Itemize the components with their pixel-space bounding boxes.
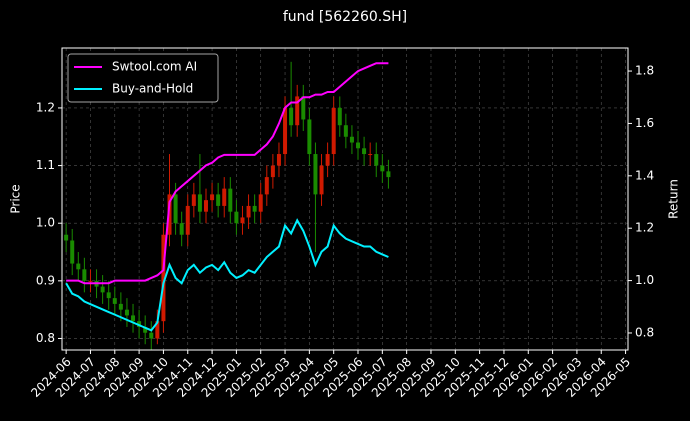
y2-tick-label: 1.0 <box>635 273 654 287</box>
candle-body <box>173 194 178 224</box>
candle-body <box>307 119 312 155</box>
candle-body <box>343 125 348 137</box>
candle-body <box>70 240 75 264</box>
candle-body <box>362 148 367 155</box>
candle-body <box>380 165 385 172</box>
candle-body <box>270 165 275 178</box>
chart-title: fund [562260.SH] <box>283 9 407 25</box>
candle-body <box>161 234 166 322</box>
candle-body <box>246 205 251 218</box>
candle-body <box>131 315 136 322</box>
candle-body <box>234 211 239 224</box>
candle-body <box>331 107 336 155</box>
candle-body <box>337 107 342 126</box>
candle-body <box>374 154 379 166</box>
candle-body <box>325 154 330 166</box>
candle-body <box>155 321 160 339</box>
candle-body <box>185 205 190 235</box>
y2-axis-label: Return <box>667 179 681 219</box>
y2-tick-label: 1.2 <box>635 221 654 235</box>
y2-tick-label: 1.8 <box>635 64 654 78</box>
candle-body <box>203 200 208 212</box>
candle-body <box>210 194 215 201</box>
y-axis-label: Price <box>9 184 23 213</box>
candle-body <box>82 269 87 281</box>
candle-body <box>386 171 391 178</box>
y-tick-label: 1.2 <box>36 100 55 114</box>
candle-body <box>143 326 148 333</box>
candle-body <box>191 194 196 206</box>
candle-body <box>100 286 105 293</box>
candle-body <box>216 194 221 206</box>
candle-body <box>368 154 373 156</box>
candle-body <box>240 217 245 224</box>
legend-label: Swtool.com AI <box>112 60 197 74</box>
y-tick-label: 1.1 <box>36 158 55 172</box>
line-series <box>66 62 389 285</box>
candle-body <box>112 298 117 304</box>
candle-body <box>76 263 81 270</box>
plot-frame <box>61 47 629 351</box>
y-tick-label: 1.0 <box>36 216 55 230</box>
y2-tick-label: 0.8 <box>635 325 654 339</box>
candle-body <box>118 303 123 310</box>
candle-body <box>222 188 227 206</box>
line-series <box>65 218 389 332</box>
candle-body <box>264 177 269 195</box>
candle-body <box>167 194 172 235</box>
candle-body <box>252 205 257 212</box>
candle-body <box>124 309 129 316</box>
candle-body <box>319 165 324 195</box>
candle-body <box>197 194 202 212</box>
candle-body <box>64 234 69 241</box>
candle-body <box>295 96 300 126</box>
candle-body <box>356 142 361 149</box>
y-tick-label: 0.8 <box>36 331 55 345</box>
candle-body <box>301 96 306 120</box>
y2-tick-label: 1.6 <box>635 116 654 130</box>
candle-body <box>149 332 154 339</box>
candle-body <box>228 188 233 212</box>
candle-body <box>276 154 281 166</box>
y2-tick-label: 1.4 <box>635 168 654 182</box>
legend-label: Buy-and-Hold <box>112 82 193 96</box>
candle-body <box>283 107 288 155</box>
candle-body <box>349 136 354 143</box>
legend-box <box>67 53 219 103</box>
candle-body <box>258 194 263 212</box>
candle-body <box>106 292 111 299</box>
candle-body <box>179 223 184 235</box>
candle-body <box>313 154 318 195</box>
candle-body <box>289 107 294 126</box>
y-tick-label: 0.9 <box>36 273 55 287</box>
candle-body <box>88 280 93 282</box>
